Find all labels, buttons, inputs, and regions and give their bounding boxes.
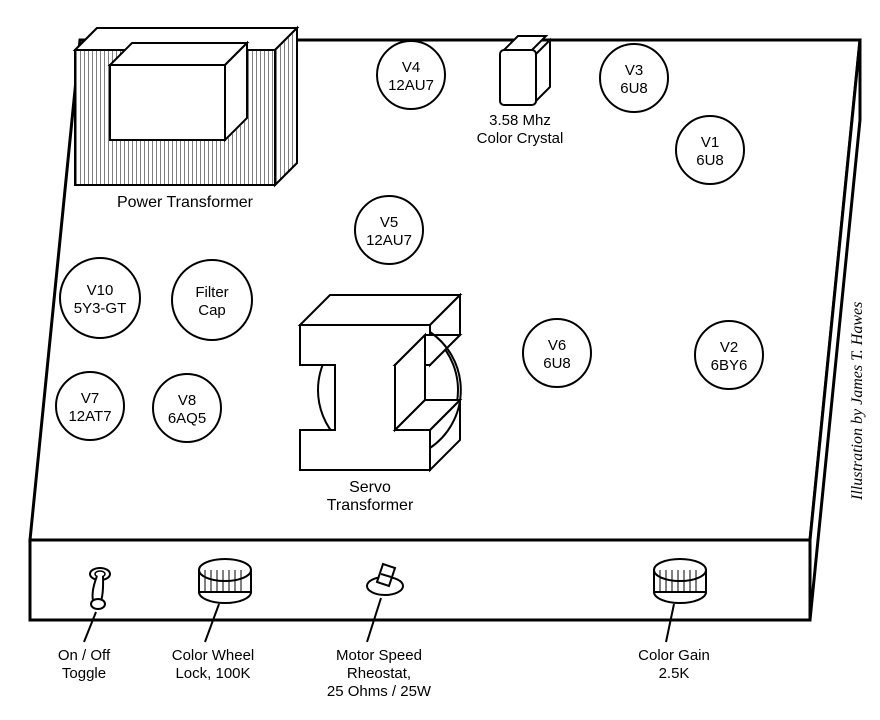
svg-text:Servo: Servo <box>349 479 391 496</box>
svg-text:25 Ohms / 25W: 25 Ohms / 25W <box>327 683 432 700</box>
tube-label-type: 6BY6 <box>711 357 748 374</box>
svg-text:Transformer: Transformer <box>327 497 414 514</box>
tube-label-id: V3 <box>625 62 643 79</box>
tube-label-type: 12AU7 <box>366 232 412 249</box>
svg-text:Lock, 100K: Lock, 100K <box>175 665 250 682</box>
tube-label-type: 12AU7 <box>388 77 434 94</box>
tube-label-type: 5Y3-GT <box>74 300 127 317</box>
tube-v4: V412AU7 <box>377 41 445 109</box>
tube-label-type: 12AT7 <box>68 408 111 425</box>
tube-filter: FilterCap <box>172 260 252 340</box>
tube-v6: V66U8 <box>523 319 591 387</box>
tube-label-id: V1 <box>701 134 719 151</box>
tube-label-id: V4 <box>402 59 420 76</box>
svg-text:3.58 Mhz: 3.58 Mhz <box>489 112 551 129</box>
tube-v5: V512AU7 <box>355 196 423 264</box>
tube-label-type: 6AQ5 <box>168 410 206 427</box>
power-transformer-label: Power Transformer <box>117 194 254 211</box>
svg-text:Color Crystal: Color Crystal <box>477 130 564 147</box>
svg-text:2.5K: 2.5K <box>659 665 690 682</box>
tube-label-id: V7 <box>81 390 99 407</box>
tube-label-type: 6U8 <box>543 355 571 372</box>
svg-text:Color Wheel: Color Wheel <box>172 647 255 664</box>
tube-v1: V16U8 <box>676 116 744 184</box>
tube-v7: V712AT7 <box>56 372 124 440</box>
svg-text:Color Gain: Color Gain <box>638 647 710 664</box>
tube-v10: V105Y3-GT <box>60 258 140 338</box>
tube-label-id: V6 <box>548 337 566 354</box>
svg-text:On / Off: On / Off <box>58 647 111 664</box>
svg-text:Rheostat,: Rheostat, <box>347 665 411 682</box>
tube-v8: V86AQ5 <box>153 374 221 442</box>
tube-label-id: V5 <box>380 214 398 231</box>
illustration-credit: Illustration by James T. Hawes <box>849 302 866 501</box>
tube-label-id: V8 <box>178 392 196 409</box>
tube-label-id: Filter <box>195 284 228 301</box>
tube-label-type: 6U8 <box>620 80 648 97</box>
power-transformer: Power Transformer <box>75 28 297 211</box>
tube-v3: V36U8 <box>600 44 668 112</box>
tube-label-id: V2 <box>720 339 738 356</box>
tube-label-id: V10 <box>87 282 114 299</box>
svg-text:Toggle: Toggle <box>62 665 106 682</box>
tube-v2: V26BY6 <box>695 321 763 389</box>
svg-text:Motor Speed: Motor Speed <box>336 647 422 664</box>
tube-label-type: Cap <box>198 302 226 319</box>
tube-label-type: 6U8 <box>696 152 724 169</box>
